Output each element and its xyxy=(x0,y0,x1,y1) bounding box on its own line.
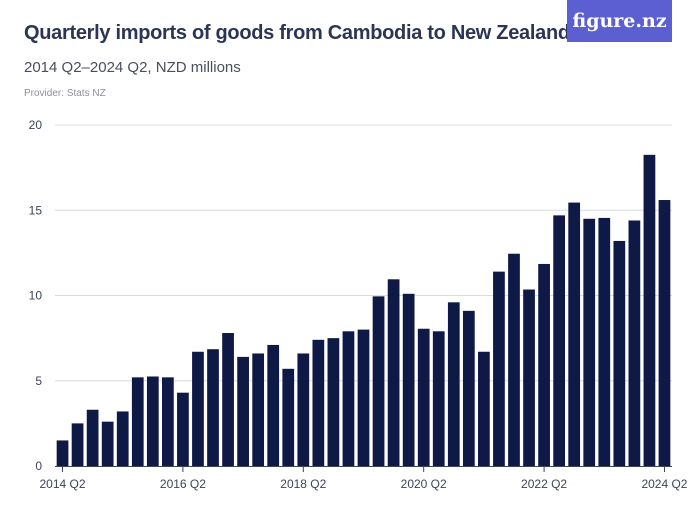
bar-2020-q3[interactable] xyxy=(432,331,445,466)
bar-2019-q1[interactable] xyxy=(342,331,355,466)
bar-2018-q3[interactable] xyxy=(312,339,325,466)
bar-2017-q1[interactable] xyxy=(222,333,234,466)
figure-nz-logo[interactable]: figure.nz xyxy=(567,0,672,42)
axes: 0 5 10 15 20 2014 Q2 2016 Q2 2018 Q2 2020 Q2 2022… xyxy=(29,118,688,491)
bar-2021-q4[interactable] xyxy=(508,253,520,466)
bar-2016-q2[interactable] xyxy=(177,392,189,466)
bar-2021-q2[interactable] xyxy=(478,351,490,466)
bar-2017-q4[interactable] xyxy=(267,344,280,466)
x-tick-label: 2022 Q2 xyxy=(521,477,567,491)
y-tick-label: 5 xyxy=(35,374,42,388)
bar-2020-q1[interactable] xyxy=(402,293,415,466)
bar-2014-q2[interactable] xyxy=(56,440,69,466)
bar-2022-q1[interactable] xyxy=(523,289,535,466)
bar-2022-q3[interactable] xyxy=(553,215,566,466)
bar-2023-q1[interactable] xyxy=(583,218,596,466)
bar-2015-q3[interactable] xyxy=(131,377,144,466)
chart-title: Quarterly imports of goods from Cambodia… xyxy=(24,22,570,44)
y-tick-label: 15 xyxy=(29,203,43,217)
bar-2024-q2[interactable] xyxy=(658,200,671,466)
x-tick-label: 2018 Q2 xyxy=(280,477,326,491)
y-tick-label: 0 xyxy=(35,459,42,473)
bar-2024-q1[interactable] xyxy=(643,154,656,466)
bar-2023-q3[interactable] xyxy=(613,240,626,466)
bar-2019-q4[interactable] xyxy=(387,279,400,466)
bar-2018-q1[interactable] xyxy=(282,368,295,466)
bar-2015-q2[interactable] xyxy=(116,411,129,466)
bars xyxy=(56,154,671,467)
x-tick-label: 2020 Q2 xyxy=(401,477,447,491)
bar-2019-q2[interactable] xyxy=(357,329,370,466)
bar-2022-q2[interactable] xyxy=(538,263,550,466)
bar-2016-q1[interactable] xyxy=(162,377,174,466)
bar-2017-q3[interactable] xyxy=(252,353,265,466)
bar-2023-q4[interactable] xyxy=(628,220,641,466)
bar-2018-q2[interactable] xyxy=(297,353,310,466)
data-provider: Provider: Stats NZ xyxy=(24,88,106,99)
bar-2016-q4[interactable] xyxy=(207,349,219,466)
y-tick-label: 10 xyxy=(29,289,43,303)
bar-2023-q2[interactable] xyxy=(598,217,611,466)
bar-2020-q4[interactable] xyxy=(447,302,460,466)
x-tick-label: 2014 Q2 xyxy=(40,477,86,491)
bar-2017-q2[interactable] xyxy=(237,356,249,466)
y-tick-label: 20 xyxy=(29,118,43,132)
bar-2014-q4[interactable] xyxy=(86,409,99,466)
chart-subtitle: 2014 Q2–2024 Q2, NZD millions xyxy=(24,59,241,76)
bar-2018-q4[interactable] xyxy=(327,338,340,467)
bar-2016-q3[interactable] xyxy=(192,351,204,466)
bar-2021-q1[interactable] xyxy=(462,310,475,466)
x-tick-label: 2016 Q2 xyxy=(160,477,206,491)
bar-2015-q4[interactable] xyxy=(146,376,159,466)
bar-2015-q1[interactable] xyxy=(101,421,114,466)
bar-2022-q4[interactable] xyxy=(568,202,581,466)
bar-2020-q2[interactable] xyxy=(417,328,430,466)
bar-2021-q3[interactable] xyxy=(493,271,505,466)
x-tick-label: 2024 Q2 xyxy=(641,477,687,491)
bar-2019-q3[interactable] xyxy=(372,296,385,466)
bar-2014-q3[interactable] xyxy=(71,423,84,467)
